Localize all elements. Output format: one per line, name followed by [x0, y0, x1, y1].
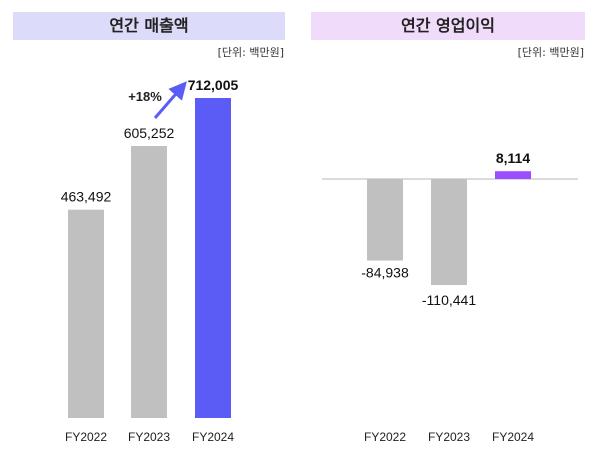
growth-annotation: +18% [128, 89, 162, 104]
revenue-value-label: 605,252 [124, 125, 175, 141]
revenue-tick-label: FY2022 [65, 430, 107, 444]
revenue-chart-title: 연간 매출액 [13, 12, 285, 40]
revenue-tick-label: FY2024 [192, 430, 234, 444]
profit-bar-fy2022 [367, 179, 403, 261]
profit-value-label: 8,114 [496, 150, 530, 166]
profit-unit-label: [단위: 백만원] [517, 46, 584, 59]
profit-tick-label: FY2022 [364, 430, 406, 444]
profit-chart-title: 연간 영업이익 [311, 12, 585, 40]
revenue-value-label: 463,492 [61, 189, 112, 205]
growth-arrow-icon [153, 81, 187, 119]
revenue-unit-label: [단위: 백만원] [217, 46, 284, 59]
revenue-bar-fy2022 [68, 209, 104, 418]
revenue-value-label: 712,005 [188, 77, 239, 93]
revenue-tick-label: FY2023 [128, 430, 170, 444]
profit-tick-label: FY2023 [428, 430, 470, 444]
revenue-bar-fy2023 [131, 145, 167, 418]
revenue-bar-fy2024 [195, 98, 231, 418]
profit-bar-fy2024 [495, 171, 531, 179]
profit-bar-fy2023 [431, 179, 467, 285]
profit-value-label: -110,441 [422, 292, 476, 308]
profit-tick-label: FY2024 [492, 430, 534, 444]
profit-value-label: -84,938 [361, 265, 409, 281]
